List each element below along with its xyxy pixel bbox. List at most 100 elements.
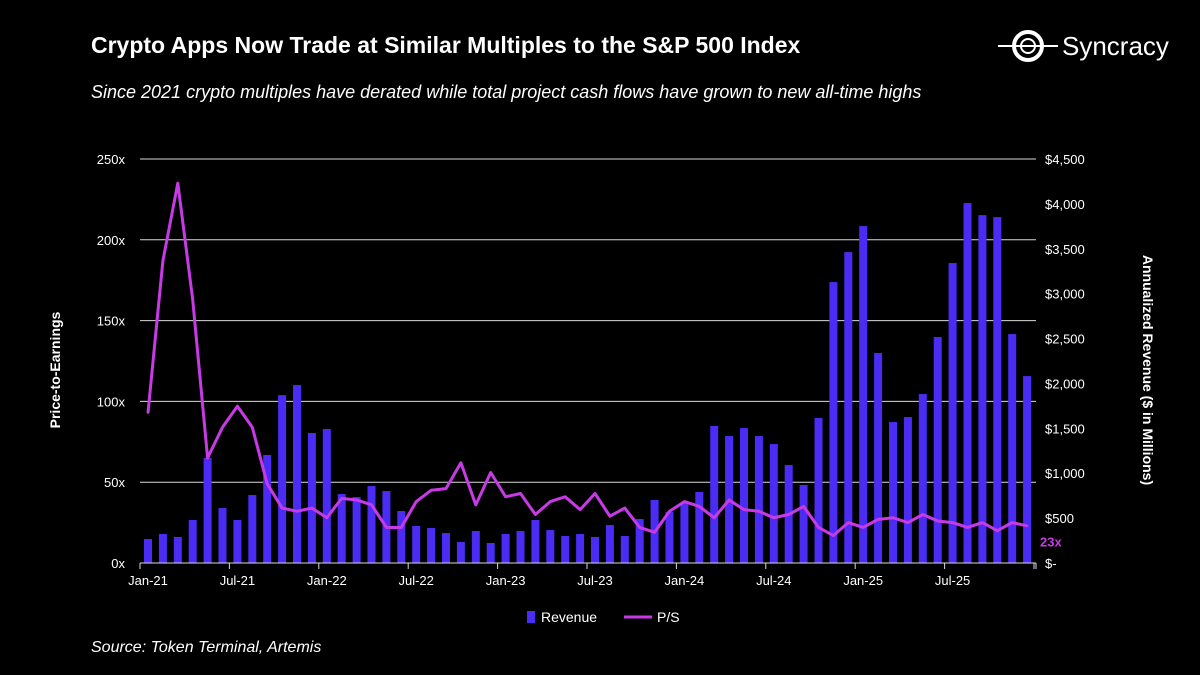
ps-point xyxy=(251,426,254,429)
ps-point xyxy=(370,503,373,507)
x-tick-label: Jan-22 xyxy=(307,573,347,588)
revenue-bar xyxy=(144,539,152,563)
revenue-bar xyxy=(829,282,838,563)
revenue-bar xyxy=(293,385,301,563)
revenue-bar xyxy=(307,433,316,563)
revenue-bar xyxy=(620,535,629,563)
ps-point xyxy=(787,513,790,516)
ps-point xyxy=(474,503,477,507)
ps-point xyxy=(534,513,537,516)
x-tick-label: Jan-23 xyxy=(486,573,526,588)
chart-title: Crypto Apps Now Trade at Similar Multipl… xyxy=(91,32,801,58)
revenue-bar xyxy=(769,444,778,563)
revenue-bar xyxy=(263,454,272,563)
ps-point xyxy=(444,487,448,490)
revenue-bar xyxy=(188,519,197,563)
ps-point xyxy=(593,492,597,495)
ps-point xyxy=(280,506,284,510)
revenue-bar xyxy=(814,418,823,563)
ps-point xyxy=(683,500,686,503)
revenue-bar xyxy=(1008,334,1017,563)
revenue-bar xyxy=(322,429,331,563)
right-tick-label: $500 xyxy=(1045,511,1074,526)
revenue-bar xyxy=(591,536,599,563)
ps-point xyxy=(415,500,418,503)
syncracy-logo: Syncracy xyxy=(998,26,1169,66)
ps-point xyxy=(429,489,433,492)
right-tick-label: $1,000 xyxy=(1045,466,1085,481)
left-tick-label: 150x xyxy=(97,314,126,329)
x-tick-label: Jul-23 xyxy=(577,573,612,588)
ps-point xyxy=(325,516,328,519)
ps-point xyxy=(847,521,850,524)
revenue-bar xyxy=(561,535,570,563)
ps-point xyxy=(876,518,880,521)
revenue-bar xyxy=(740,428,748,563)
revenue-bar xyxy=(352,497,361,563)
revenue-bars xyxy=(144,203,1032,564)
left-tick-label: 50x xyxy=(104,475,125,490)
revenue-bar xyxy=(397,511,406,563)
ps-point xyxy=(727,498,731,502)
ps-point xyxy=(742,508,746,511)
ps-point xyxy=(757,510,761,513)
ps-point xyxy=(310,506,314,510)
revenue-bar xyxy=(844,252,853,563)
revenue-bar xyxy=(635,519,644,563)
syncracy-logo-icon xyxy=(998,30,1058,62)
legend-ps-label: P/S xyxy=(657,609,680,625)
revenue-bar xyxy=(710,425,719,563)
revenue-bar xyxy=(471,531,480,563)
revenue-bar xyxy=(963,203,972,564)
ps-point xyxy=(1025,524,1029,528)
logo-text: Syncracy xyxy=(1062,30,1169,61)
gridlines xyxy=(140,158,1036,483)
revenue-bar xyxy=(978,215,987,563)
axes: 0x 50x 100x 150x 200x 250x $- $500 $1,000 $1,500 $… xyxy=(97,152,1085,588)
right-tick-label: $4,000 xyxy=(1045,197,1085,212)
legend: Revenue P/S xyxy=(527,609,680,625)
revenue-bar xyxy=(412,526,421,563)
ps-point xyxy=(698,505,701,508)
ps-point xyxy=(623,506,626,510)
ps-point xyxy=(608,514,612,518)
ps-line-group: 23x xyxy=(146,181,1062,550)
revenue-bar xyxy=(576,534,585,563)
x-tick-label: Jan-24 xyxy=(665,573,705,588)
ps-point xyxy=(951,521,954,524)
left-axis-label: Price-to-Earnings xyxy=(47,311,63,428)
right-tick-label: $- xyxy=(1045,556,1057,571)
right-axis-label: Annualized Revenue ($ in Millions) xyxy=(1140,255,1156,485)
revenue-bar xyxy=(233,519,242,563)
ps-point xyxy=(236,405,239,408)
ps-point xyxy=(981,521,984,524)
revenue-bar xyxy=(173,536,182,563)
ps-point xyxy=(832,534,835,537)
ps-point xyxy=(400,526,403,529)
x-tick-label: Jul-22 xyxy=(398,573,433,588)
right-tick-label: $2,500 xyxy=(1045,332,1085,347)
revenue-bar xyxy=(158,534,167,563)
revenue-bar xyxy=(903,417,912,563)
ps-point xyxy=(206,456,209,460)
revenue-bar xyxy=(948,263,957,563)
revenue-bar xyxy=(218,508,227,563)
revenue-bar xyxy=(486,542,495,563)
ps-point xyxy=(1011,521,1014,524)
ps-point xyxy=(295,510,299,513)
ps-point xyxy=(802,505,805,508)
left-tick-label: 250x xyxy=(97,152,126,167)
revenue-bar xyxy=(605,525,614,563)
revenue-bar xyxy=(1023,376,1032,563)
ps-point xyxy=(504,495,507,498)
revenue-bar xyxy=(859,226,868,563)
left-tick-label: 100x xyxy=(97,394,126,409)
right-tick-label: $3,000 xyxy=(1045,287,1085,302)
x-tick-label: Jul-24 xyxy=(756,573,791,588)
ps-point xyxy=(519,492,522,495)
ps-point xyxy=(191,298,194,301)
ps-point xyxy=(638,526,641,529)
chart-subtitle: Since 2021 crypto multiples have derated… xyxy=(91,82,922,102)
revenue-bar xyxy=(546,530,555,563)
